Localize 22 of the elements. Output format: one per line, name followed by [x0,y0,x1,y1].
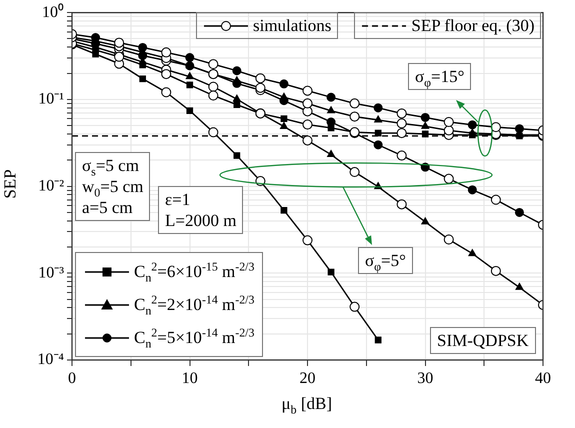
annotation: σ$_{s}$=5 cm w$_{0}$=5 cm a=5 cm [75,152,150,221]
annotation: σ$_{φ}$=15° [408,63,472,90]
legend-label: simulations [253,15,332,36]
legend-label: SEP floor eq. (30) [411,15,534,36]
legend-label: C$_{n}$$^{2}$=5×10$^{-14}$ m$^{-2/3}$ [134,324,254,352]
x-tick-label: 0 [68,370,76,387]
legend-label: C$_{n}$$^{2}$=2×10$^{-14}$ m$^{-2/3}$ [134,291,254,320]
x-tick-label: 10 [182,370,198,387]
annotation: ε=1 L=2000 m [158,186,244,234]
x-tick-label: 40 [535,370,551,387]
annotation: SIM-QDPSK [430,327,536,354]
y-tick-label: 10⁰ [42,2,64,21]
y-tick-label: 10⁻¹ [38,90,64,108]
y-tick-label: 10⁻⁴ [37,351,64,368]
legend-label: C$_{n}$$^{2}$=6×10$^{-15}$ m$^{-2/3}$ [134,258,254,286]
x-axis-title: μ$_{b}$ [dB] [282,394,332,416]
annotation: σ$_{φ}$=5° [358,247,413,274]
y-tick-label: 10⁻² [38,178,64,195]
y-axis-title: SEP [0,169,21,199]
x-tick-label: 20 [300,370,316,387]
x-tick-label: 30 [417,370,434,387]
y-tick-label: 10⁻³ [38,264,64,282]
